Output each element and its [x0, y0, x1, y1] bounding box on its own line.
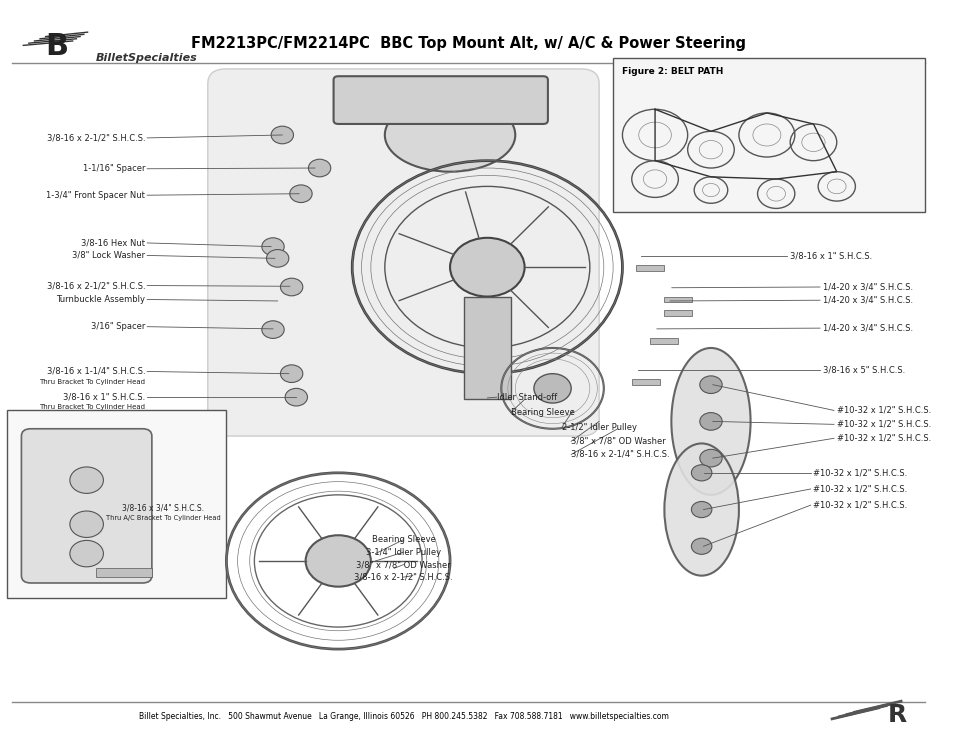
Circle shape [70, 540, 103, 567]
Text: FM2213PC/FM2214PC  BBC Top Mount Alt, w/ A/C & Power Steering: FM2213PC/FM2214PC BBC Top Mount Alt, w/ … [191, 36, 745, 50]
Circle shape [700, 413, 721, 430]
Text: 3/8-16 x 3/4" S.H.C.S.: 3/8-16 x 3/4" S.H.C.S. [122, 504, 204, 513]
Text: 3/8" Lock Washer: 3/8" Lock Washer [72, 251, 145, 260]
Text: Bearing Sleeve: Bearing Sleeve [510, 408, 574, 417]
Text: Figure 2: BELT PATH: Figure 2: BELT PATH [621, 67, 723, 76]
FancyBboxPatch shape [334, 76, 547, 124]
Circle shape [691, 538, 711, 554]
Text: 3-1/4" Idler Pulley: 3-1/4" Idler Pulley [366, 548, 440, 556]
Text: R: R [887, 703, 906, 727]
Text: Thru Bracket To Cylinder Head: Thru Bracket To Cylinder Head [39, 405, 145, 411]
Bar [631, 379, 659, 385]
Circle shape [290, 185, 312, 203]
Text: #10-32 x 1/2" S.H.C.S.: #10-32 x 1/2" S.H.C.S. [813, 501, 906, 510]
Text: Bearing Sleeve: Bearing Sleeve [371, 535, 435, 544]
Text: Thru A/C Bracket To Cylinder Head: Thru A/C Bracket To Cylinder Head [106, 515, 220, 522]
Text: 3/8-16 x 1-1/4" S.H.C.S.: 3/8-16 x 1-1/4" S.H.C.S. [47, 367, 145, 376]
Text: Turnbuckle Assembly: Turnbuckle Assembly [56, 295, 145, 304]
Circle shape [691, 465, 711, 481]
Bar [636, 265, 663, 271]
Circle shape [691, 502, 711, 517]
Text: 3/8" x 7/8" OD Washer: 3/8" x 7/8" OD Washer [355, 560, 451, 569]
Text: 3/8-16 Hex Nut: 3/8-16 Hex Nut [81, 238, 145, 247]
Ellipse shape [384, 98, 515, 172]
Circle shape [450, 238, 524, 297]
Text: 3/8-16 x 1" S.H.C.S.: 3/8-16 x 1" S.H.C.S. [63, 393, 145, 402]
Text: ™: ™ [229, 36, 236, 42]
Text: BilletSpecialties: BilletSpecialties [96, 53, 197, 63]
Text: #10-32 x 1/2" S.H.C.S.: #10-32 x 1/2" S.H.C.S. [813, 468, 906, 477]
Circle shape [266, 249, 289, 267]
Text: 3/8-16 x 5" S.H.C.S.: 3/8-16 x 5" S.H.C.S. [821, 366, 904, 374]
FancyBboxPatch shape [613, 58, 924, 212]
Bar [663, 297, 692, 303]
Text: #10-32 x 1/2" S.H.C.S.: #10-32 x 1/2" S.H.C.S. [836, 434, 930, 443]
Text: 3/16" Spacer: 3/16" Spacer [91, 322, 145, 332]
Bar [463, 297, 510, 400]
Circle shape [271, 126, 294, 144]
Circle shape [308, 159, 331, 177]
Circle shape [305, 535, 371, 587]
Text: Thru Bracket To Cylinder Head: Thru Bracket To Cylinder Head [39, 379, 145, 385]
Text: 3/8-16 x 2-1/2" S.H.C.S.: 3/8-16 x 2-1/2" S.H.C.S. [47, 281, 145, 290]
Circle shape [534, 374, 571, 403]
Text: 3/8" x 7/8" OD Washer: 3/8" x 7/8" OD Washer [571, 437, 665, 445]
Text: 1/4-20 x 3/4" S.H.C.S.: 1/4-20 x 3/4" S.H.C.S. [821, 283, 912, 292]
Circle shape [700, 376, 721, 394]
Bar [96, 568, 152, 577]
Text: #10-32 x 1/2" S.H.C.S.: #10-32 x 1/2" S.H.C.S. [836, 420, 930, 429]
Text: #10-32 x 1/2" S.H.C.S.: #10-32 x 1/2" S.H.C.S. [836, 406, 930, 415]
Circle shape [70, 467, 103, 494]
FancyBboxPatch shape [21, 428, 152, 583]
Text: 3/8-16 x 1" S.H.C.S.: 3/8-16 x 1" S.H.C.S. [789, 252, 871, 260]
Circle shape [70, 511, 103, 537]
Text: Idler Stand-off: Idler Stand-off [497, 393, 557, 402]
Text: 1/4-20 x 3/4" S.H.C.S.: 1/4-20 x 3/4" S.H.C.S. [821, 323, 912, 333]
Circle shape [280, 278, 302, 296]
Bar [663, 310, 692, 316]
Circle shape [261, 238, 284, 255]
Text: 2-1/2" Idler Pulley: 2-1/2" Idler Pulley [561, 423, 637, 431]
Text: #10-32 x 1/2" S.H.C.S.: #10-32 x 1/2" S.H.C.S. [813, 485, 906, 494]
Text: Billet Specialties, Inc.   500 Shawmut Avenue   La Grange, Illinois 60526   PH 8: Billet Specialties, Inc. 500 Shawmut Ave… [138, 712, 668, 722]
FancyBboxPatch shape [208, 69, 598, 436]
Text: B: B [45, 33, 69, 61]
Text: 1-3/4" Front Spacer Nut: 1-3/4" Front Spacer Nut [47, 191, 145, 200]
Circle shape [700, 449, 721, 467]
Bar [650, 337, 678, 343]
Ellipse shape [671, 348, 750, 495]
Text: 3/8-16 x 2-1/2" S.H.C.S.: 3/8-16 x 2-1/2" S.H.C.S. [47, 133, 145, 142]
Text: 1/4-20 x 3/4" S.H.C.S.: 1/4-20 x 3/4" S.H.C.S. [821, 296, 912, 305]
Circle shape [261, 321, 284, 338]
Circle shape [280, 365, 302, 383]
FancyBboxPatch shape [8, 411, 226, 598]
Text: 3/8-16 x 2-1/2" S.H.C.S.: 3/8-16 x 2-1/2" S.H.C.S. [354, 573, 453, 582]
Text: 3/8-16 x 2-1/4" S.H.C.S.: 3/8-16 x 2-1/4" S.H.C.S. [571, 450, 669, 459]
Circle shape [285, 388, 307, 406]
Ellipse shape [663, 443, 739, 576]
Text: 1-1/16" Spacer: 1-1/16" Spacer [83, 164, 145, 173]
